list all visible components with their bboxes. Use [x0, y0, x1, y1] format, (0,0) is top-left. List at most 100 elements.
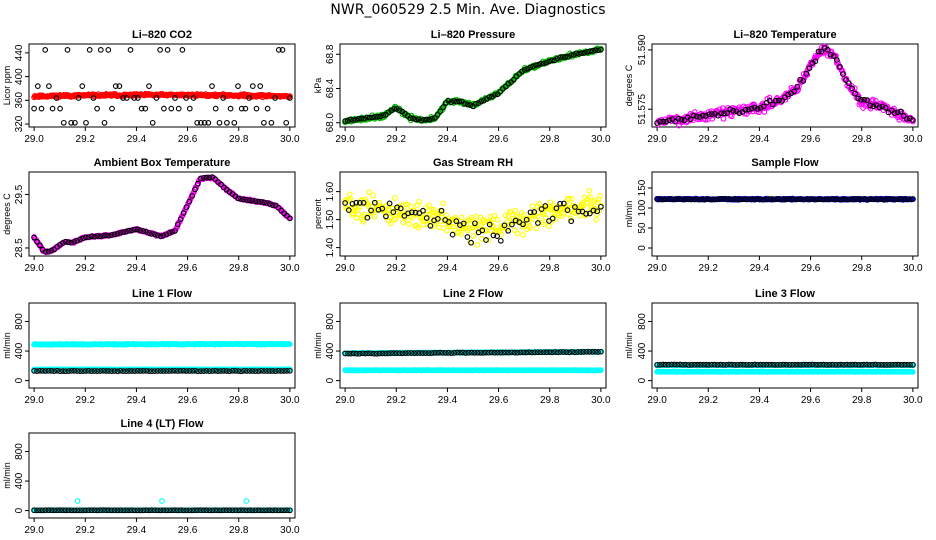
data-point — [421, 117, 427, 123]
data-point — [696, 114, 703, 120]
panel-li820-pressure: 29.0 29.2 29.4 29.6 29.8 30.068.068.468.8 Li–… — [313, 29, 611, 145]
data-point — [34, 83, 41, 89]
panel-title: Li–820 CO2 — [132, 29, 192, 41]
panel-title: Line 1 Flow — [132, 288, 192, 300]
data-point — [453, 98, 460, 105]
data-point — [135, 95, 141, 101]
data-point — [568, 52, 574, 58]
data-point — [216, 119, 223, 126]
data-point — [464, 234, 471, 240]
data-point — [672, 118, 679, 125]
data-point — [109, 105, 115, 112]
data-point — [706, 111, 712, 118]
x-tick-label: 29.0 — [647, 263, 667, 274]
x-tick-label: 29.8 — [229, 263, 249, 274]
data-point — [510, 76, 517, 83]
data-point — [751, 104, 758, 111]
x-tick-label: 30.0 — [280, 263, 300, 274]
x-tick-label: 29.2 — [76, 263, 96, 274]
data-point — [474, 241, 481, 248]
data-point — [407, 115, 414, 121]
data-point — [272, 95, 278, 101]
data-point — [879, 103, 886, 110]
data-point — [86, 47, 93, 53]
data-point — [342, 118, 348, 124]
data-point — [72, 119, 78, 126]
data-point — [380, 112, 387, 119]
data-point — [840, 71, 846, 77]
data-point — [833, 57, 840, 63]
y-tick-label: 0 — [14, 377, 25, 383]
x-tick-label: 29.2 — [387, 395, 407, 406]
x-tick-label: 29.6 — [801, 263, 821, 274]
y-tick-label: 0 — [637, 377, 648, 383]
data-point — [350, 117, 357, 123]
x-tick-label: 29.4 — [438, 134, 458, 145]
data-point — [720, 115, 727, 122]
data-point — [557, 54, 563, 61]
data-point — [748, 105, 755, 112]
y-axis-label: degrees C — [2, 193, 12, 235]
data-point — [728, 113, 735, 120]
data-point — [687, 116, 694, 123]
data-point — [227, 105, 234, 112]
data-point — [663, 118, 670, 125]
data-point — [864, 97, 871, 103]
data-point — [533, 225, 540, 232]
data-point — [138, 105, 145, 112]
data-point — [201, 119, 208, 126]
data-point — [657, 118, 664, 125]
data-point — [475, 100, 482, 106]
data-point — [803, 70, 810, 77]
data-point — [60, 119, 67, 126]
data-point — [224, 119, 230, 126]
marks — [654, 361, 916, 375]
data-point — [581, 50, 588, 56]
data-point — [573, 50, 580, 57]
data-point — [164, 47, 171, 53]
data-point — [565, 53, 572, 60]
y-tick-label: 400 — [325, 342, 336, 359]
axes: 29.0 29.2 29.4 29.6 29.8 30.028.529.5 — [14, 184, 300, 274]
data-point — [149, 119, 156, 126]
x-tick-label: 29.0 — [335, 263, 355, 274]
data-point — [94, 233, 101, 239]
data-point — [418, 117, 425, 124]
data-point — [253, 105, 260, 112]
data-point — [595, 47, 602, 54]
data-point — [283, 119, 290, 126]
data-point — [448, 99, 455, 106]
data-point — [392, 195, 398, 201]
data-point — [760, 103, 767, 110]
data-point — [161, 105, 167, 112]
data-point — [157, 47, 163, 53]
data-point — [593, 216, 600, 223]
data-point — [79, 83, 86, 89]
data-point — [45, 248, 52, 255]
data-point — [730, 108, 737, 114]
marks — [31, 340, 293, 375]
data-point — [186, 105, 193, 112]
data-point — [779, 98, 785, 104]
data-point — [88, 233, 95, 240]
data-point — [512, 207, 519, 214]
data-point — [681, 117, 688, 124]
data-point — [776, 97, 782, 104]
data-point — [806, 65, 813, 72]
data-point — [361, 115, 368, 122]
data-point — [524, 65, 531, 72]
data-point — [275, 47, 282, 53]
x-tick-label: 29.6 — [178, 134, 198, 145]
data-point — [891, 110, 898, 117]
data-point — [754, 106, 761, 112]
data-point — [31, 234, 37, 241]
y-tick-label: 100 — [637, 199, 648, 216]
data-point — [852, 90, 858, 97]
data-point — [843, 77, 849, 83]
data-point — [369, 114, 376, 121]
x-tick-label: 30.0 — [280, 134, 300, 145]
y-tick-label: 150 — [637, 179, 648, 196]
axes: 29.0 29.2 29.4 29.6 29.8 30.068.068.468.8 — [325, 44, 611, 145]
